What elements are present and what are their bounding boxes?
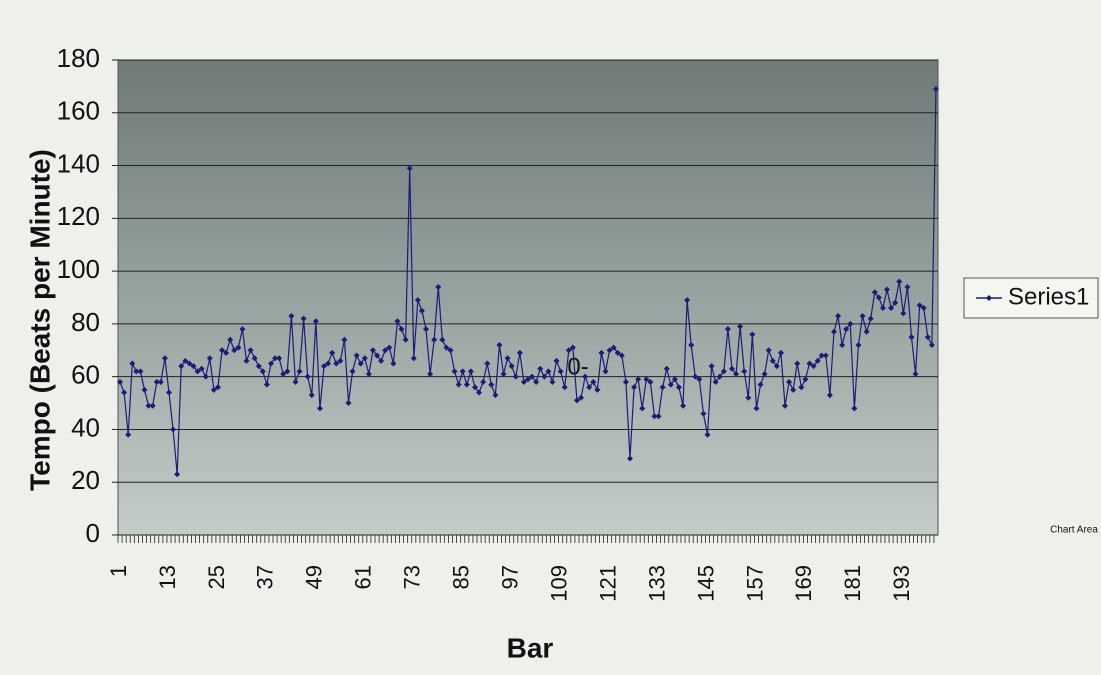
- legend-label: Series1: [1008, 283, 1089, 310]
- y-tick-label: 60: [71, 360, 100, 390]
- y-tick-label: 80: [71, 307, 100, 337]
- tooltip: Chart Area: [1050, 525, 1098, 536]
- x-tick-label: 25: [204, 565, 229, 589]
- x-tick-label: 169: [791, 565, 816, 602]
- y-tick-label: 140: [57, 148, 100, 178]
- x-tick-label: 85: [449, 565, 474, 589]
- x-tick-label: 73: [400, 565, 425, 589]
- x-axis-title: Bar: [507, 632, 554, 663]
- x-tick-label: 13: [155, 565, 180, 589]
- x-tick-label: 61: [351, 565, 376, 589]
- page: Tempo (Beats per Minute) Bar 0- Chart Ar…: [0, 0, 1101, 675]
- x-tick-label: 109: [546, 565, 571, 602]
- x-tick-label: 157: [742, 565, 767, 602]
- x-tick-label: 37: [253, 565, 278, 589]
- x-tick-label: 97: [497, 565, 522, 589]
- x-tick-label: 121: [595, 565, 620, 602]
- x-tick-label: 1: [106, 565, 131, 577]
- x-tick-label: 145: [693, 565, 718, 602]
- x-tick-label: 133: [644, 565, 669, 602]
- x-tick-label: 181: [840, 565, 865, 602]
- y-axis-title: Tempo (Beats per Minute): [24, 149, 55, 491]
- x-tick-label: 193: [889, 565, 914, 602]
- y-tick-label: 0: [86, 518, 100, 548]
- plot-area: [118, 60, 938, 535]
- chart: Tempo (Beats per Minute) Bar 0- Chart Ar…: [0, 0, 1101, 675]
- y-tick-label: 20: [71, 465, 100, 495]
- y-tick-label: 120: [57, 201, 100, 231]
- y-tick-label: 160: [57, 96, 100, 126]
- x-tick-label: 49: [302, 565, 327, 589]
- y-tick-label: 180: [57, 43, 100, 73]
- y-tick-label: 100: [57, 254, 100, 284]
- y-tick-label: 40: [71, 412, 100, 442]
